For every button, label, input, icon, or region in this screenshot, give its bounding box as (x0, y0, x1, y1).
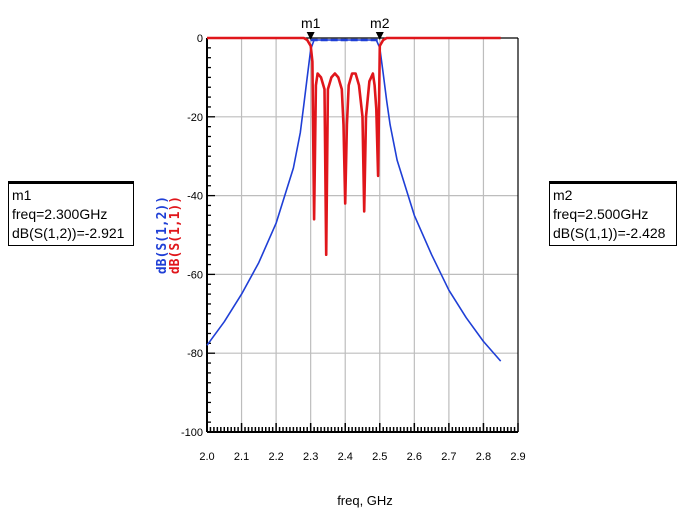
y-tick-label: -60 (187, 269, 203, 281)
series-lines (206, 36, 502, 362)
y-tick-labels: 0 -20 -40 -60 -80 -100 (181, 33, 203, 439)
y-tick-label: -100 (181, 427, 203, 439)
marker-m2-point (375, 31, 384, 40)
x-tick-label: 2.1 (234, 451, 249, 463)
marker-m2-readout: m2 freq=2.500GHz dB(S(1,1))=-2.428 (549, 181, 677, 246)
marker-m2-value: dB(S(1,1))=-2.428 (553, 225, 666, 241)
svg-text:dB(S(1,2)): dB(S(1,2)) (155, 196, 170, 274)
marker-points: m1 m2 (301, 15, 390, 40)
x-tick-label: 2.7 (441, 451, 456, 463)
x-tick-label: 2.5 (372, 451, 387, 463)
x-tick-label: 2.8 (476, 451, 491, 463)
marker-m1-name: m1 (12, 187, 32, 203)
marker-m1-label: m1 (301, 15, 321, 31)
x-tick-labels: 2.0 2.1 2.2 2.3 2.4 2.5 2.6 2.7 2.8 2.9 (199, 451, 525, 463)
tick-marks (206, 37, 519, 433)
y-tick-label: -80 (187, 348, 203, 360)
marker-m1-freq: freq=2.300GHz (12, 206, 108, 222)
marker-m2-name: m2 (553, 187, 573, 203)
y-axis-label-s11: dB(S(1,1)) (168, 196, 183, 274)
x-axis-label: freq, GHz (337, 493, 393, 508)
plot-frame (206, 37, 519, 433)
y-tick-label: -20 (187, 112, 203, 124)
x-tick-label: 2.6 (407, 451, 422, 463)
x-tick-label: 2.9 (510, 451, 525, 463)
x-tick-label: 2.2 (268, 451, 283, 463)
marker-m1-value: dB(S(1,2))=-2.921 (12, 225, 125, 241)
marker-m2-freq: freq=2.500GHz (553, 206, 649, 222)
series-line-s11 (207, 36, 501, 256)
marker-m1-readout: m1 freq=2.300GHz dB(S(1,2))=-2.921 (8, 181, 134, 246)
x-tick-label: 2.3 (303, 451, 318, 463)
y-axis-label: dB(S(1,2)) dB(S(1,1)) (155, 196, 183, 274)
x-tick-label: 2.0 (199, 451, 214, 463)
x-tick-label: 2.4 (338, 451, 353, 463)
marker-m2-label: m2 (370, 15, 390, 31)
y-tick-label: 0 (197, 33, 203, 45)
y-axis-label-s12: dB(S(1,2)) (155, 196, 170, 274)
svg-text:dB(S(1,1)): dB(S(1,1)) (168, 196, 183, 274)
series-line-s12 (206, 39, 502, 362)
marker-m1-point (306, 31, 315, 40)
grid-lines (207, 38, 518, 432)
y-tick-label: -40 (187, 191, 203, 203)
